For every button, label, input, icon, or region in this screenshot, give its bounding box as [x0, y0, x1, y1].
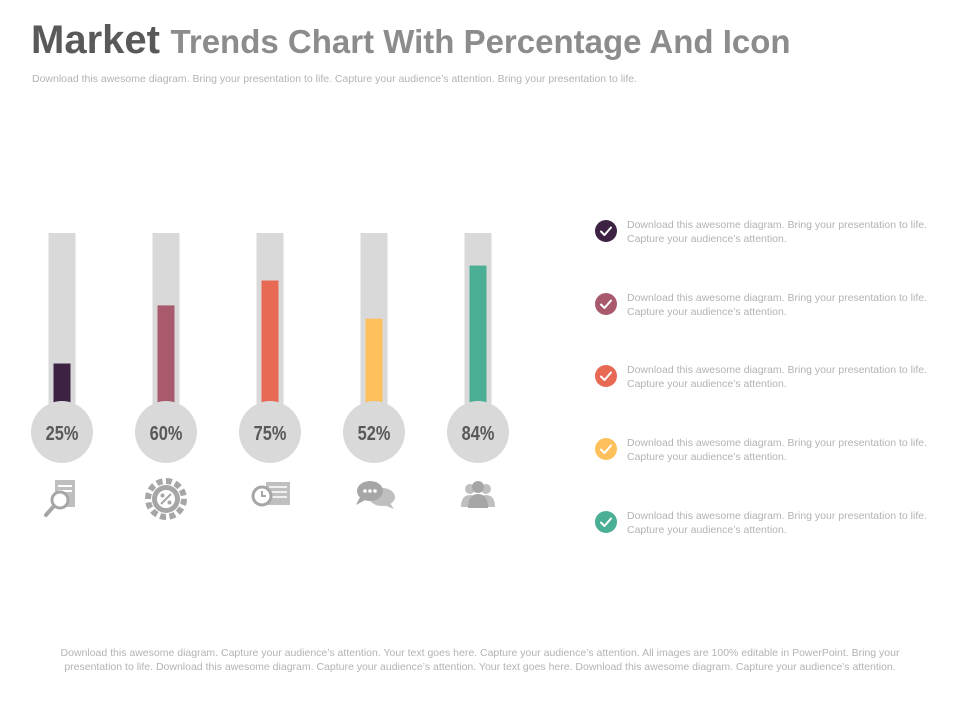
list-item: Download this awesome diagram. Bring you… [595, 509, 935, 543]
value-label: 84% [462, 421, 495, 444]
bar-bulb [31, 401, 93, 463]
check-icon [595, 438, 617, 460]
footer-text: Download this awesome diagram. Capture y… [60, 647, 900, 673]
bar-fill [157, 305, 175, 405]
clock-calendar-icon [251, 482, 290, 507]
list-item-text: Download this awesome diagram. Bring you… [627, 510, 927, 536]
value-label: 25% [46, 421, 79, 444]
list-item: Download this awesome diagram. Bring you… [595, 218, 935, 252]
list-item-text: Download this awesome diagram. Bring you… [627, 364, 927, 390]
search-document-icon [44, 480, 75, 517]
check-icon [595, 220, 617, 242]
users-group-icon [461, 481, 495, 508]
bar-bulb [135, 401, 197, 463]
bar-fill [261, 280, 279, 405]
value-label: 75% [254, 421, 287, 444]
list-item-text: Download this awesome diagram. Bring you… [627, 437, 927, 463]
bar-bulb [343, 401, 405, 463]
value-label: 60% [150, 421, 183, 444]
list-item-text: Download this awesome diagram. Bring you… [627, 219, 927, 245]
title-rest: Trends Chart With Percentage And Icon [170, 23, 791, 60]
bar-fill [365, 318, 383, 405]
gear-percent-icon [145, 478, 187, 520]
chat-bubbles-icon [356, 481, 395, 509]
bar-bulb [447, 401, 509, 463]
bar-bulb [239, 401, 301, 463]
list-item: Download this awesome diagram. Bring you… [595, 291, 935, 325]
bar-fill [469, 265, 487, 405]
check-icon [595, 365, 617, 387]
list-item: Download this awesome diagram. Bring you… [595, 436, 935, 470]
list-item-text: Download this awesome diagram. Bring you… [627, 292, 927, 318]
page-title: Market Trends Chart With Percentage And … [31, 18, 791, 63]
list-item: Download this awesome diagram. Bring you… [595, 363, 935, 397]
thermometer-bar-chart: 25% 60% 75% 52% 84% [31, 233, 509, 520]
check-icon [595, 293, 617, 315]
page-subtitle: Download this awesome diagram. Bring you… [32, 73, 638, 85]
title-bold: Market [31, 18, 160, 62]
bar-fill [53, 363, 71, 405]
check-icon [595, 511, 617, 533]
value-label: 52% [358, 421, 391, 444]
